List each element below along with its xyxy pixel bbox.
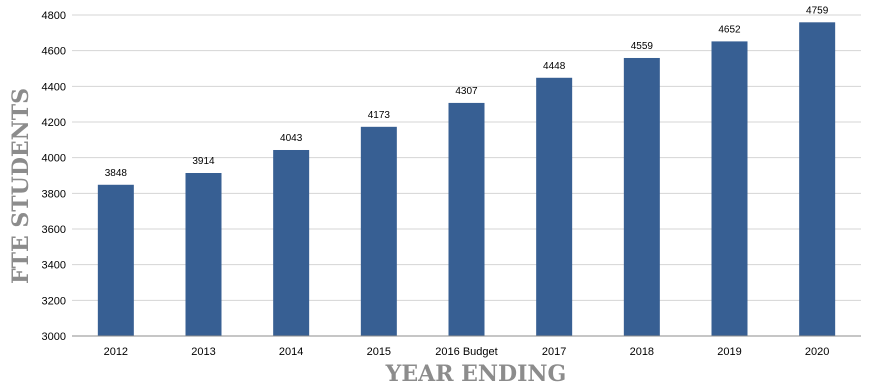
x-tick-label: 2018 (630, 346, 654, 358)
y-tick-label: 3000 (42, 331, 66, 343)
bar (623, 57, 660, 336)
data-labels: 3848 3914 4043 4173 4307 4448 4559 4652 4759 (105, 5, 829, 178)
x-tick-label: 2016 Budget (435, 346, 497, 358)
y-axis-title: FTE STUDENTS (8, 88, 34, 284)
y-tick-labels: 3000 3200 3400 3600 3800 4000 4200 4400 4600 4800 (42, 10, 66, 343)
y-tick-label: 4600 (42, 46, 66, 58)
x-tick-label: 2013 (191, 346, 215, 358)
x-tick-label: 2012 (104, 346, 128, 358)
x-tick-label: 2017 (542, 346, 566, 358)
y-tick-label: 3600 (42, 224, 66, 236)
y-tick-label: 3400 (42, 260, 66, 272)
x-tick-label: 2015 (367, 346, 391, 358)
data-label: 3914 (192, 156, 215, 167)
bar (448, 102, 485, 336)
data-label: 4759 (806, 5, 829, 16)
bars (97, 22, 836, 337)
x-tick-label: 2019 (717, 346, 741, 358)
y-tick-label: 4200 (42, 117, 66, 129)
bar (185, 173, 222, 336)
y-tick-label: 4000 (42, 153, 66, 165)
x-axis-title: YEAR ENDING (385, 361, 567, 383)
y-tick-label: 3200 (42, 295, 66, 307)
x-tick-label: 2014 (279, 346, 303, 358)
x-tick-label: 2020 (805, 346, 829, 358)
y-tick-label: 4800 (42, 10, 66, 22)
y-tick-label: 3800 (42, 188, 66, 200)
data-label: 4559 (631, 41, 654, 52)
data-label: 4652 (718, 24, 741, 35)
bar (273, 149, 310, 336)
x-tick-labels: 2012 2013 2014 2015 2016 Budget 2017 2018 2019 2… (104, 346, 830, 358)
data-label: 3848 (105, 168, 128, 179)
bar (536, 77, 573, 337)
bar (97, 184, 134, 336)
y-tick-label: 4400 (42, 81, 66, 93)
data-label: 4043 (280, 133, 303, 144)
data-label: 4173 (368, 110, 391, 121)
bar (711, 41, 748, 336)
bar (799, 22, 836, 336)
data-label: 4448 (543, 61, 566, 72)
data-label: 4307 (455, 86, 478, 97)
bar (360, 126, 397, 336)
